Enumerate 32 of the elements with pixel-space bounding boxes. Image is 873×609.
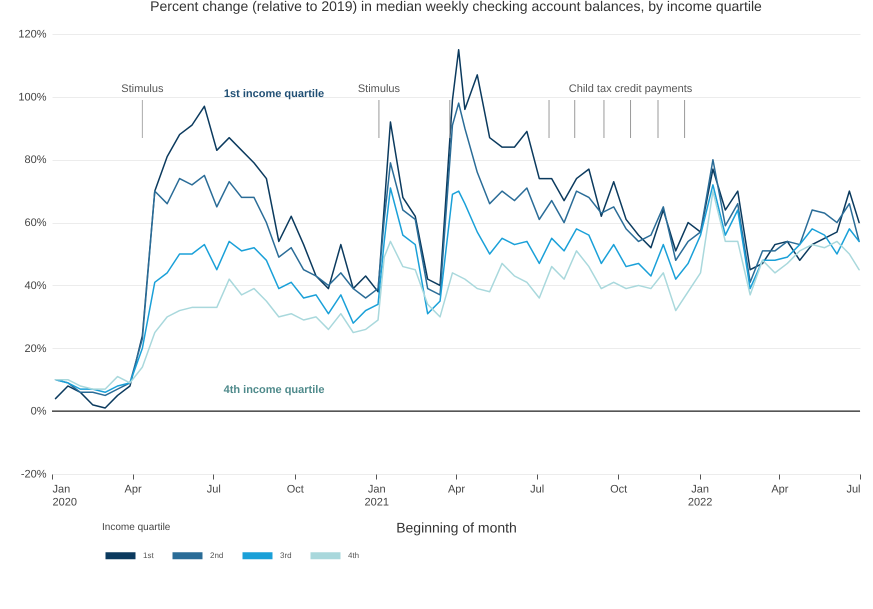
x-tick-label: Apr [771, 484, 789, 496]
x-tick-label: Jul [846, 484, 860, 496]
y-tick-label: 20% [24, 342, 47, 355]
y-tick-label: 80% [24, 154, 47, 166]
y-tick-label: 0% [30, 406, 47, 418]
ref-line-label: Stimulus [121, 83, 164, 95]
y-tick-label: 100% [18, 91, 47, 104]
y-tick-label: 120% [18, 28, 47, 40]
x-tick-label: Apr [448, 484, 466, 496]
ref-line-label: Child tax credit payments [568, 83, 693, 95]
y-tick-label: 60% [24, 217, 47, 230]
annotation: 1st income quartile [224, 88, 324, 100]
y-tick-label: -20% [20, 468, 47, 480]
x-tick-label: Jul [206, 484, 221, 496]
annotation: 4th income quartile [224, 384, 324, 396]
x-tick-label: Jan 2022 [688, 484, 712, 508]
chart-title: Percent change (relative to 2019) in median weekly checking account balances, by income quartile [150, 0, 762, 14]
legend-label: 1st [143, 550, 154, 560]
x-tick-label: Oct [610, 484, 628, 496]
legend-label: 2nd [210, 550, 224, 560]
x-axis-title: Beginning of month [396, 520, 517, 536]
x-tick-label: Jan 2021 [364, 484, 390, 508]
ref-line-label: Stimulus [358, 83, 401, 95]
legend-label: 4th [348, 550, 360, 560]
x-tick-label: Jul [530, 484, 544, 496]
legend-label: 3rd [280, 550, 292, 560]
x-tick-label: Jan 2020 [52, 484, 77, 508]
line-series [54, 48, 860, 409]
y-tick-label: 40% [24, 280, 47, 292]
legend-title: Income quartile [102, 522, 171, 533]
x-tick-label: Apr [124, 484, 142, 496]
x-tick-label: Oct [286, 484, 304, 496]
